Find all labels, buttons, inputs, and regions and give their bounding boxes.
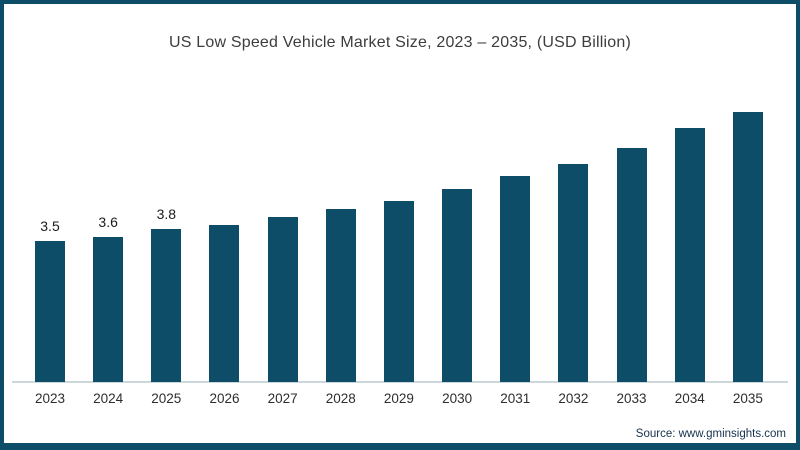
x-axis-labels: 2023 2024 2025 2026 2027 2028 2029 2030 2031 2032…: [21, 391, 777, 406]
x-axis-line: [12, 381, 788, 383]
bar-value-label: 3.5: [40, 218, 60, 234]
x-axis-tick-label: 2029: [383, 391, 414, 406]
chart-title: US Low Speed Vehicle Market Size, 2023 –…: [168, 34, 631, 51]
x-axis-tick-label: 2026: [209, 391, 240, 406]
bar: [93, 237, 124, 382]
bar-value-label: 3.8: [156, 206, 177, 222]
bar: [732, 112, 763, 382]
bar-column: [370, 201, 428, 382]
source-attribution: Source: www.gminsights.com: [635, 428, 786, 440]
bar-column: 3.5: [21, 218, 79, 382]
bar-column: [603, 148, 661, 382]
bar: [558, 164, 589, 382]
bar-column: [312, 209, 370, 382]
x-axis-tick-label: 2034: [674, 391, 705, 406]
x-axis-tick-label: 2027: [267, 391, 298, 406]
bar: [383, 201, 414, 382]
bar: [267, 217, 298, 382]
x-axis-tick-label: 2032: [558, 391, 589, 406]
x-axis-tick-label: 2035: [732, 391, 763, 406]
bar: [151, 229, 182, 382]
bar: [500, 176, 531, 382]
x-axis-tick-label: 2023: [34, 391, 66, 406]
bar: [35, 241, 65, 382]
x-axis-tick-label: 2031: [500, 391, 531, 406]
bar-column: [661, 128, 719, 382]
bar-column: [486, 176, 544, 382]
x-axis-tick-label: 2025: [151, 391, 182, 406]
bar: [616, 148, 647, 382]
bar: [674, 128, 705, 382]
bar-column: [544, 164, 602, 382]
x-axis-tick-label: 2024: [93, 391, 124, 406]
bar-column: 3.6: [79, 214, 137, 382]
bars-container: 3.5 3.6 3.8: [21, 62, 777, 382]
bar: [442, 189, 473, 382]
bar-column: [428, 189, 486, 382]
x-axis-tick-label: 2028: [325, 391, 356, 406]
bar-column: [254, 217, 312, 382]
x-axis-tick-label: 2033: [616, 391, 647, 406]
bar-value-label: 3.6: [98, 214, 118, 230]
bar: [325, 209, 356, 382]
bar: [209, 225, 240, 382]
bar-column: [719, 112, 777, 382]
bar-column: [195, 225, 253, 382]
x-axis-tick-label: 2030: [442, 391, 473, 406]
bar-column: 3.8: [137, 206, 195, 382]
